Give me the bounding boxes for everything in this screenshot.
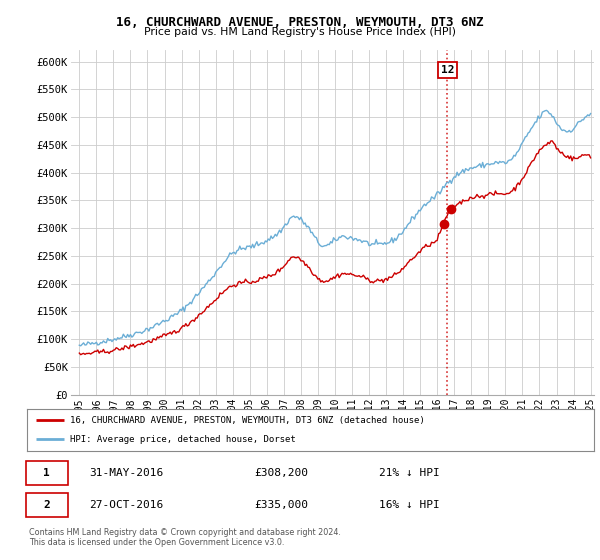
FancyBboxPatch shape: [26, 493, 68, 517]
FancyBboxPatch shape: [26, 461, 68, 485]
Text: 31-MAY-2016: 31-MAY-2016: [89, 468, 164, 478]
Text: 12: 12: [440, 65, 454, 75]
Text: Contains HM Land Registry data © Crown copyright and database right 2024.
This d: Contains HM Land Registry data © Crown c…: [29, 528, 341, 547]
Text: 1: 1: [43, 468, 50, 478]
Text: 16, CHURCHWARD AVENUE, PRESTON, WEYMOUTH, DT3 6NZ: 16, CHURCHWARD AVENUE, PRESTON, WEYMOUTH…: [116, 16, 484, 29]
Text: £335,000: £335,000: [254, 501, 308, 510]
Text: HPI: Average price, detached house, Dorset: HPI: Average price, detached house, Dors…: [70, 435, 295, 444]
Text: 21% ↓ HPI: 21% ↓ HPI: [379, 468, 439, 478]
Text: £308,200: £308,200: [254, 468, 308, 478]
Text: 27-OCT-2016: 27-OCT-2016: [89, 501, 164, 510]
Text: Price paid vs. HM Land Registry's House Price Index (HPI): Price paid vs. HM Land Registry's House …: [144, 27, 456, 37]
Text: 16% ↓ HPI: 16% ↓ HPI: [379, 501, 439, 510]
Text: 2: 2: [43, 501, 50, 510]
Text: 16, CHURCHWARD AVENUE, PRESTON, WEYMOUTH, DT3 6NZ (detached house): 16, CHURCHWARD AVENUE, PRESTON, WEYMOUTH…: [70, 416, 424, 424]
